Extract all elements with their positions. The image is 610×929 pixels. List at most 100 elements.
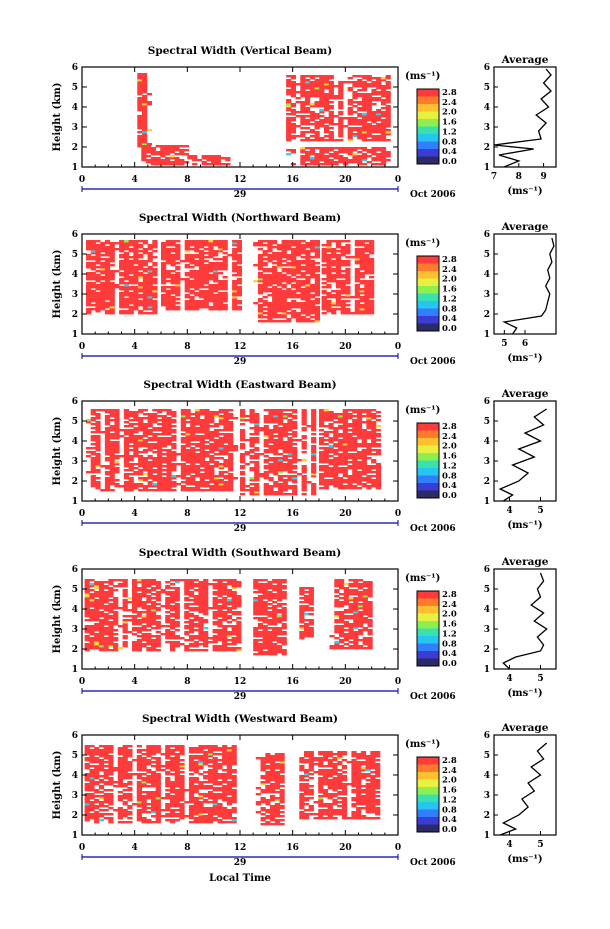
data-cell xyxy=(192,163,198,166)
data-cell xyxy=(240,431,246,434)
data-cell xyxy=(174,579,180,582)
data-cell xyxy=(161,445,167,448)
data-cell xyxy=(295,296,301,299)
data-cell xyxy=(213,415,220,418)
data-cell xyxy=(376,99,382,102)
data-cell xyxy=(236,290,242,293)
data-cell xyxy=(300,89,306,92)
data-cell xyxy=(228,415,234,418)
data-cell xyxy=(147,443,153,446)
data-cell xyxy=(359,274,365,277)
data-cell xyxy=(222,300,228,303)
data-cell xyxy=(323,425,329,428)
data-cell xyxy=(356,417,363,420)
data-cell xyxy=(204,453,210,456)
data-cell xyxy=(199,447,205,450)
data-cell xyxy=(123,483,130,486)
data-cell xyxy=(147,483,153,486)
data-cell xyxy=(311,471,317,474)
data-cell xyxy=(213,298,219,301)
data-cell xyxy=(108,587,114,590)
data-cell xyxy=(292,489,298,492)
data-cell xyxy=(204,415,210,418)
data-cell xyxy=(272,262,278,265)
data-cell xyxy=(369,292,375,295)
data-cell xyxy=(300,103,306,106)
data-cell xyxy=(86,286,92,289)
data-cell xyxy=(267,288,273,291)
data-cell xyxy=(366,475,372,478)
data-cell xyxy=(94,617,100,620)
data-cell xyxy=(146,639,152,642)
data-cell xyxy=(267,284,273,287)
data-cell xyxy=(385,83,391,86)
data-cell xyxy=(305,87,311,90)
data-cell xyxy=(319,417,325,420)
data-cell xyxy=(228,489,234,492)
data-cell xyxy=(86,278,92,281)
data-cell xyxy=(324,93,330,96)
colorbar-segment xyxy=(417,134,439,142)
data-cell xyxy=(310,306,316,309)
data-cell xyxy=(326,276,332,279)
data-cell xyxy=(276,304,283,307)
data-cell xyxy=(340,300,346,303)
data-cell xyxy=(240,435,246,438)
data-cell xyxy=(244,463,250,466)
data-cell xyxy=(165,605,171,608)
data-cell xyxy=(385,129,391,132)
data-cell xyxy=(292,447,298,450)
data-cell xyxy=(311,427,317,430)
data-cell xyxy=(240,459,246,462)
data-cell xyxy=(272,270,278,273)
data-cell xyxy=(295,115,301,118)
data-cell xyxy=(272,290,278,293)
data-cell xyxy=(184,300,190,303)
data-cell xyxy=(138,282,144,285)
data-cell xyxy=(174,589,180,592)
data-cell xyxy=(136,603,142,606)
data-cell xyxy=(137,107,143,110)
data-cell xyxy=(199,445,205,448)
data-cell xyxy=(155,639,161,642)
data-cell xyxy=(364,298,370,301)
data-cell xyxy=(338,427,344,430)
data-cell xyxy=(354,250,360,253)
data-cell xyxy=(287,471,293,474)
data-cell xyxy=(165,617,171,620)
data-cell xyxy=(217,264,224,267)
data-cell xyxy=(142,433,148,436)
data-cell xyxy=(213,463,220,466)
colorbar-tick-label: 1.2 xyxy=(442,461,457,471)
data-cell xyxy=(147,280,153,283)
data-cell xyxy=(174,609,180,612)
data-cell xyxy=(142,99,148,102)
data-cell xyxy=(347,103,353,106)
data-cell xyxy=(361,449,367,452)
data-cell xyxy=(240,443,246,446)
data-cell xyxy=(385,85,391,88)
data-cell xyxy=(276,244,283,247)
data-cell xyxy=(364,260,370,263)
data-cell xyxy=(166,441,172,444)
data-cell xyxy=(314,75,320,78)
data-cell xyxy=(104,409,111,412)
data-cell xyxy=(228,429,234,432)
data-cell xyxy=(222,262,228,265)
data-cell xyxy=(236,294,242,297)
data-cell xyxy=(89,633,95,636)
data-cell xyxy=(180,455,186,458)
data-cell xyxy=(287,449,293,452)
data-cell xyxy=(352,411,358,414)
data-cell xyxy=(147,481,153,484)
data-cell xyxy=(305,244,311,247)
data-cell xyxy=(185,415,191,418)
data-cell xyxy=(380,155,387,158)
data-cell xyxy=(86,266,92,269)
data-cell xyxy=(128,282,134,285)
data-cell xyxy=(352,439,358,442)
data-cell xyxy=(319,153,325,156)
data-cell xyxy=(319,439,325,442)
data-cell xyxy=(142,264,148,267)
data-cell xyxy=(209,481,215,484)
